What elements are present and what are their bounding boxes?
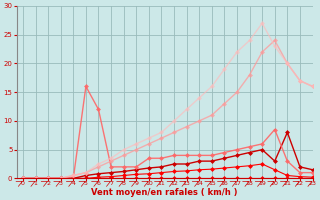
X-axis label: Vent moyen/en rafales ( km/h ): Vent moyen/en rafales ( km/h ) (91, 188, 238, 197)
